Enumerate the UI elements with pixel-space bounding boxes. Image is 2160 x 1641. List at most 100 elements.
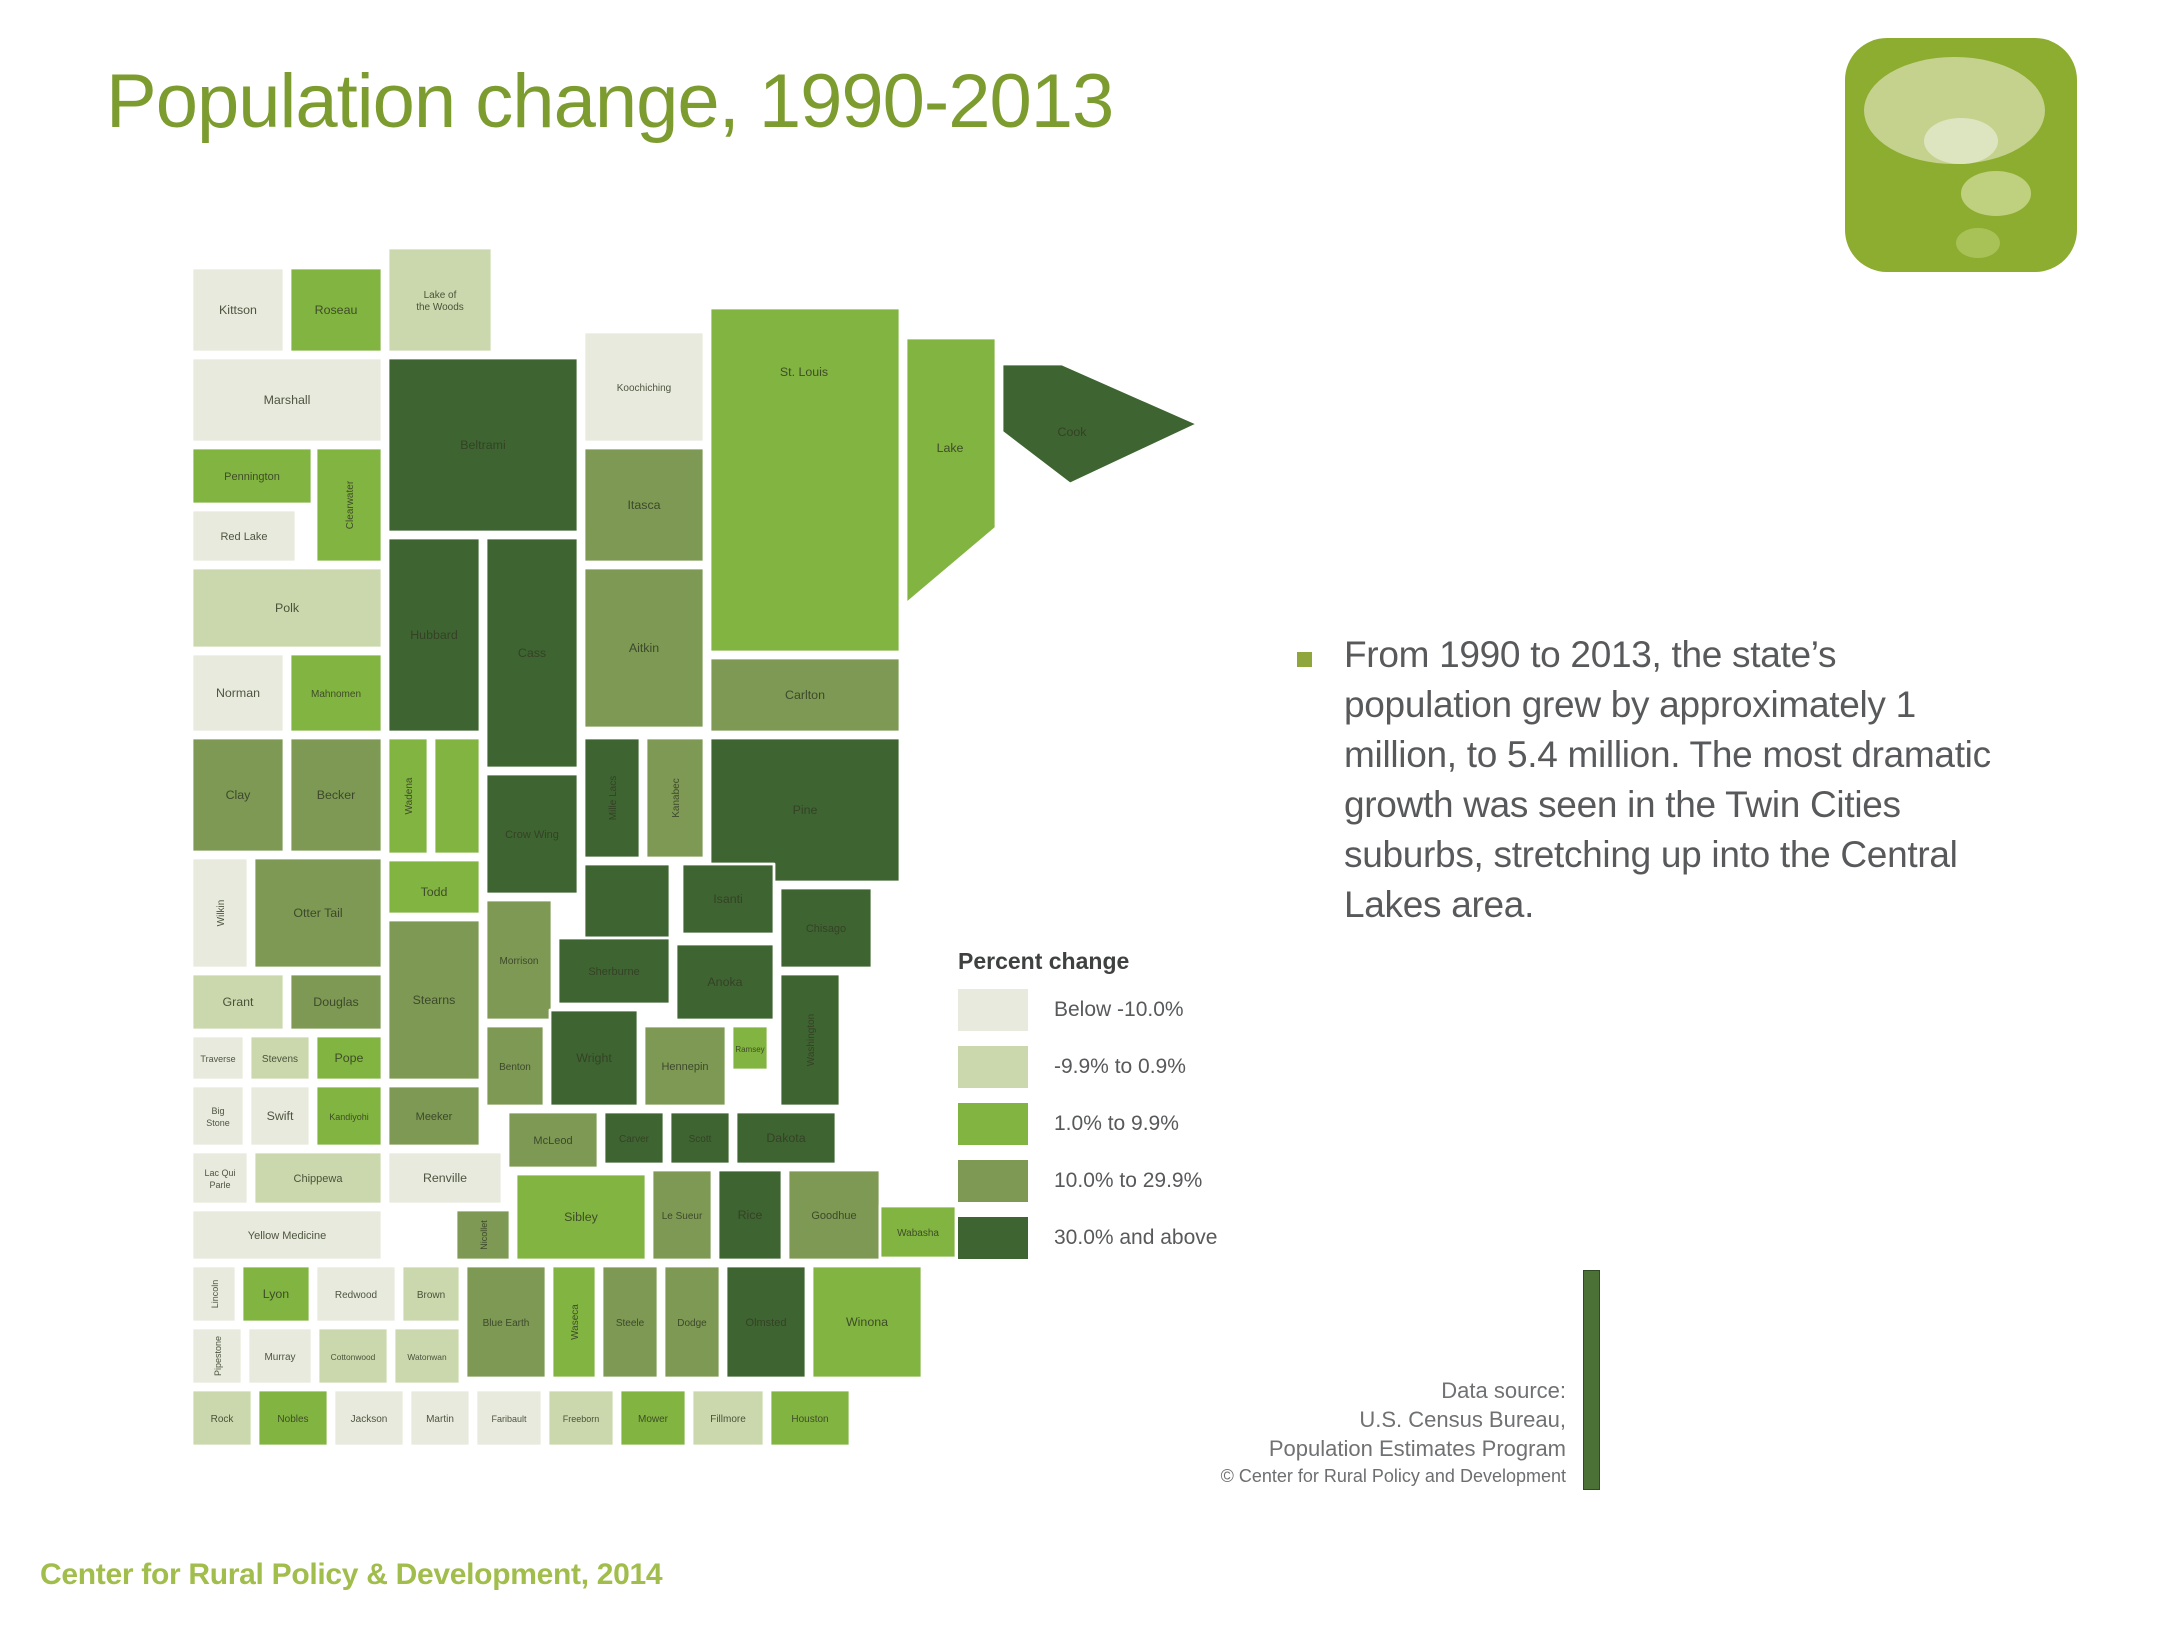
county-label: Swift (267, 1109, 294, 1123)
county-anoka: Anoka (674, 942, 776, 1022)
county-label: Freeborn (563, 1414, 600, 1424)
county-winona: Winona (810, 1264, 924, 1380)
county-label: Rice (738, 1208, 763, 1222)
county-clearwater: Clearwater (314, 446, 384, 564)
county-label: Pennington (224, 471, 280, 483)
county-label: Stearns (413, 993, 456, 1007)
county-cottonwood: Cottonwood (316, 1326, 390, 1386)
logo-bubble-medium-icon (1961, 171, 2031, 216)
county-label: Hennepin (661, 1061, 708, 1073)
county-label: Kanabec (671, 778, 682, 817)
county-label: Nobles (277, 1414, 308, 1425)
county-label: Mower (638, 1414, 669, 1425)
county-label: Pipestone (213, 1336, 223, 1376)
county-blue-earth: Blue Earth (464, 1264, 548, 1380)
county-mcleod: McLeod (506, 1110, 600, 1170)
county-label: Houston (791, 1414, 828, 1425)
county-pipestone: Pipestone (190, 1326, 244, 1386)
county-traverse: Traverse (190, 1034, 246, 1082)
data-source-accent-bar (1583, 1270, 1600, 1490)
county-nobles: Nobles (256, 1388, 330, 1448)
county-lincoln: Lincoln (190, 1264, 238, 1324)
county-label: Faribault (491, 1414, 527, 1424)
county-dakota: Dakota (734, 1110, 838, 1166)
county-label: Crow Wing (505, 829, 559, 841)
legend-item: -9.9% to 0.9% (958, 1046, 1288, 1088)
county-lake: Lake (904, 336, 998, 606)
legend-label: 10.0% to 29.9% (1054, 1169, 1203, 1192)
county-label: Cass (518, 646, 546, 660)
county-wilkin: Wilkin (190, 856, 250, 970)
county-stevens: Stevens (248, 1034, 312, 1082)
county-norman: Norman (190, 652, 286, 734)
county-label: Lyon (263, 1287, 290, 1301)
county-label: Sibley (564, 1210, 599, 1224)
county-goodhue: Goodhue (786, 1168, 882, 1262)
county-sherburne: Sherburne (556, 936, 672, 1006)
legend-swatch (958, 1046, 1028, 1088)
county-label: Murray (264, 1352, 295, 1363)
county-clay: Clay (190, 736, 286, 854)
county-label: Scott (689, 1134, 712, 1145)
county-label: Big Stone (206, 1106, 230, 1128)
data-source-line: Population Estimates Program (1268, 1436, 1566, 1461)
county-label: Sherburne (588, 966, 639, 978)
legend-label: 1.0% to 9.9% (1054, 1112, 1179, 1135)
legend-label: -9.9% to 0.9% (1054, 1055, 1186, 1078)
county-chippewa: Chippewa (252, 1150, 384, 1206)
county-label: Rock (211, 1414, 235, 1425)
legend-label: Below -10.0% (1054, 998, 1184, 1021)
county-label: Redwood (335, 1290, 377, 1301)
county-label: Clay (226, 788, 252, 802)
county-waseca: Waseca (550, 1264, 598, 1380)
county-becker: Becker (288, 736, 384, 854)
county-koochiching: Koochiching (582, 330, 706, 444)
county-aitkin: Aitkin (582, 566, 706, 730)
summary-bullet: From 1990 to 2013, the state’s populatio… (1292, 630, 2012, 930)
county-label: Winona (846, 1315, 888, 1329)
county-label: Waseca (570, 1304, 581, 1340)
county-ramsey: Ramsey (730, 1024, 770, 1072)
county-rock: Rock (190, 1388, 254, 1448)
county-label: Cook (1058, 425, 1088, 439)
county-label: Le Sueur (662, 1211, 703, 1222)
county-wadena: Wadena (386, 736, 430, 856)
county-itasca: Itasca (582, 446, 706, 564)
county-label: Lake of the Woods (416, 290, 464, 313)
county-label: Chisago (806, 923, 846, 935)
county-cass: Cass (484, 536, 580, 770)
county-label: Aitkin (629, 641, 659, 655)
county-label: Morrison (500, 956, 539, 967)
data-source-line: Data source: (1441, 1378, 1566, 1403)
county-red-lake: Red Lake (190, 508, 298, 564)
county-murray: Murray (246, 1326, 314, 1386)
county-label: Wadena (404, 777, 415, 814)
county-lyon: Lyon (240, 1264, 312, 1324)
county-todd: Todd (386, 736, 482, 916)
legend-swatch (958, 1217, 1028, 1259)
county-label: Jackson (351, 1414, 388, 1425)
county-label: Polk (275, 601, 300, 615)
data-source-note: Data source: U.S. Census Bureau, Populatio… (1100, 1376, 1566, 1489)
county-label: Carlton (785, 688, 825, 702)
county-wabasha: Wabasha (878, 1204, 958, 1260)
county-meeker: Meeker (386, 1084, 482, 1148)
county-nicollet: Nicollet (454, 1208, 512, 1262)
county-label: Lincoln (210, 1280, 220, 1309)
legend-item: Below -10.0% (958, 989, 1288, 1031)
county-houston: Houston (768, 1388, 852, 1448)
logo-bubble-highlight-icon (1923, 117, 1999, 165)
county-label: Benton (499, 1062, 531, 1073)
county-kandiyohi: Kandiyohi (314, 1084, 384, 1148)
county-label: Chippewa (294, 1173, 344, 1185)
county-pennington: Pennington (190, 446, 314, 506)
footer-credit: Center for Rural Policy & Development, 2… (40, 1558, 663, 1591)
legend-item: 30.0% and above (958, 1217, 1288, 1259)
county-brown: Brown (400, 1264, 462, 1324)
map-legend: Percent change Below -10.0% -9.9% to 0.9%… (958, 948, 1288, 1274)
county-freeborn: Freeborn (546, 1388, 616, 1448)
county-otter-tail: Otter Tail (252, 856, 384, 970)
county-hubbard: Hubbard (386, 536, 482, 734)
center-for-rural-policy-logo-icon (1845, 38, 2077, 272)
county-label: Wright (576, 1051, 612, 1065)
